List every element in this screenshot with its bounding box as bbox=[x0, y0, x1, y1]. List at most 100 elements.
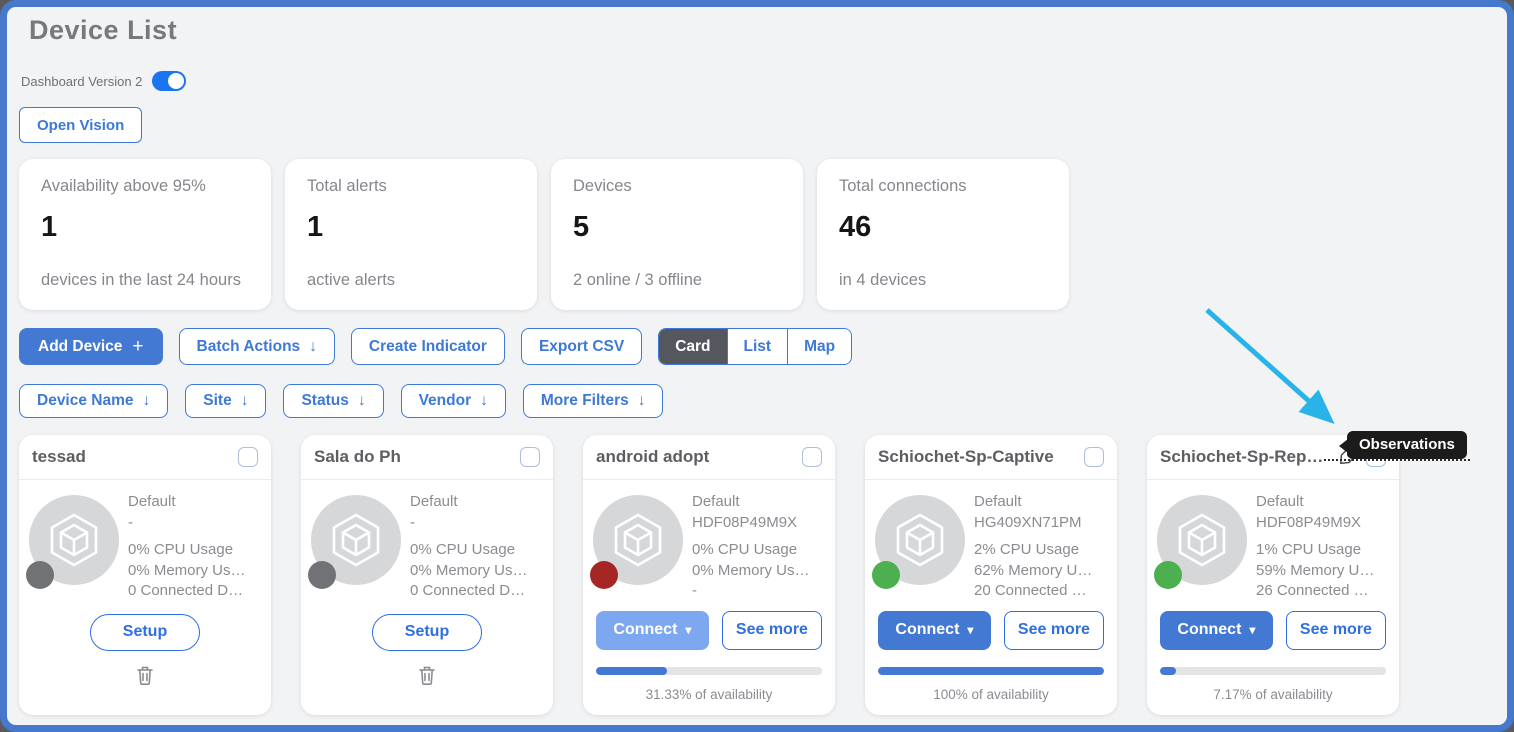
status-dot bbox=[590, 561, 618, 589]
filter-site[interactable]: Site ↓ bbox=[185, 384, 266, 418]
device-name: android adopt bbox=[596, 447, 796, 467]
connect-label: Connect bbox=[895, 621, 959, 639]
stat-value: 1 bbox=[307, 211, 515, 244]
device-card-header: android adopt bbox=[583, 435, 835, 480]
device-actions: Connect ▾ See more bbox=[1147, 611, 1399, 650]
view-tab-card[interactable]: Card bbox=[659, 329, 726, 364]
vendor-logo-icon bbox=[46, 512, 102, 568]
device-checkbox[interactable] bbox=[802, 447, 822, 467]
filter-label: Status bbox=[301, 392, 348, 410]
arrow-down-icon: ↓ bbox=[309, 338, 317, 356]
device-connected: 26 Connected … bbox=[1256, 581, 1374, 602]
availability-progress bbox=[596, 667, 822, 675]
device-card-header: Schiochet-Sp-Captive bbox=[865, 435, 1117, 480]
vendor-logo-icon bbox=[328, 512, 384, 568]
stat-card-total-connections: Total connections 46 in 4 devices bbox=[817, 159, 1069, 310]
plus-icon: + bbox=[132, 336, 143, 358]
see-more-button[interactable]: See more bbox=[1004, 611, 1104, 650]
device-serial: - bbox=[410, 513, 528, 534]
arrow-down-icon: ↓ bbox=[480, 392, 488, 410]
device-cpu: 0% CPU Usage bbox=[692, 540, 810, 561]
annotation-dotted-line bbox=[1324, 459, 1470, 461]
dashboard-version-label: Dashboard Version 2 bbox=[21, 74, 142, 89]
stat-value: 46 bbox=[839, 211, 1047, 244]
availability-progress-fill bbox=[878, 667, 1104, 675]
device-group: Default bbox=[692, 492, 810, 513]
stat-sub: in 4 devices bbox=[839, 271, 1047, 292]
device-card-android-adopt: android adopt Default bbox=[583, 435, 835, 715]
filter-device-name[interactable]: Device Name ↓ bbox=[19, 384, 168, 418]
device-memory: 0% Memory Us… bbox=[692, 561, 810, 582]
device-card-header: Sala do Ph bbox=[301, 435, 553, 480]
device-actions: Connect ▾ See more bbox=[583, 611, 835, 650]
device-cpu: 1% CPU Usage bbox=[1256, 540, 1374, 561]
stat-sub: 2 online / 3 offline bbox=[573, 271, 781, 292]
device-group: Default bbox=[410, 492, 528, 513]
status-dot bbox=[1154, 561, 1182, 589]
view-tab-list[interactable]: List bbox=[727, 329, 788, 364]
batch-actions-button[interactable]: Batch Actions ↓ bbox=[179, 328, 335, 365]
status-dot bbox=[26, 561, 54, 589]
device-checkbox[interactable] bbox=[520, 447, 540, 467]
vendor-logo-icon bbox=[892, 512, 948, 568]
device-card-body: Default - 0% CPU Usage 0% Memory Us… 0 C… bbox=[19, 480, 271, 602]
vendor-logo-icon bbox=[610, 512, 666, 568]
export-csv-button[interactable]: Export CSV bbox=[521, 328, 642, 365]
create-indicator-button[interactable]: Create Indicator bbox=[351, 328, 505, 365]
device-avatar bbox=[875, 495, 965, 585]
stat-card-devices: Devices 5 2 online / 3 offline bbox=[551, 159, 803, 310]
stat-card-total-alerts: Total alerts 1 active alerts bbox=[285, 159, 537, 310]
device-cpu: 0% CPU Usage bbox=[128, 540, 246, 561]
view-tab-map[interactable]: Map bbox=[787, 329, 851, 364]
device-connected: 0 Connected D… bbox=[128, 581, 246, 602]
device-memory: 0% Memory Us… bbox=[128, 561, 246, 582]
connect-label: Connect bbox=[613, 621, 677, 639]
device-avatar bbox=[593, 495, 683, 585]
device-group: Default bbox=[974, 492, 1092, 513]
device-connected: - bbox=[692, 581, 810, 602]
device-serial: - bbox=[128, 513, 246, 534]
device-cpu: 0% CPU Usage bbox=[410, 540, 528, 561]
stat-label: Total connections bbox=[839, 177, 1047, 196]
stat-value: 1 bbox=[41, 211, 249, 244]
connect-button[interactable]: Connect ▾ bbox=[878, 611, 991, 650]
connect-button[interactable]: Connect ▾ bbox=[1160, 611, 1273, 650]
trash-icon bbox=[135, 664, 155, 686]
device-card-tessad: tessad Default bbox=[19, 435, 271, 715]
filter-vendor[interactable]: Vendor ↓ bbox=[401, 384, 506, 418]
filters-row: Device Name ↓ Site ↓ Status ↓ Vendor ↓ M… bbox=[19, 384, 1495, 418]
filter-status[interactable]: Status ↓ bbox=[283, 384, 383, 418]
caret-down-icon: ▾ bbox=[685, 623, 691, 637]
device-checkbox[interactable] bbox=[1084, 447, 1104, 467]
stat-card-availability: Availability above 95% 1 devices in the … bbox=[19, 159, 271, 310]
device-list-page: Device List Dashboard Version 2 Open Vis… bbox=[0, 0, 1514, 732]
add-device-button[interactable]: Add Device + bbox=[19, 328, 163, 365]
device-group: Default bbox=[1256, 492, 1374, 513]
device-card-body: Default HDF08P49M9X 0% CPU Usage 0% Memo… bbox=[583, 480, 835, 602]
see-more-button[interactable]: See more bbox=[1286, 611, 1386, 650]
device-card-header: tessad bbox=[19, 435, 271, 480]
delete-button[interactable] bbox=[417, 664, 437, 686]
connect-button[interactable]: Connect ▾ bbox=[596, 611, 709, 650]
arrow-down-icon: ↓ bbox=[143, 392, 151, 410]
filter-more-filters[interactable]: More Filters ↓ bbox=[523, 384, 664, 418]
device-memory: 59% Memory U… bbox=[1256, 561, 1374, 582]
device-serial: HDF08P49M9X bbox=[692, 513, 810, 534]
open-vision-button[interactable]: Open Vision bbox=[19, 107, 142, 143]
setup-button[interactable]: Setup bbox=[372, 614, 482, 651]
setup-button[interactable]: Setup bbox=[90, 614, 200, 651]
stat-value: 5 bbox=[573, 211, 781, 244]
device-actions: Connect ▾ See more bbox=[865, 611, 1117, 650]
device-name: Sala do Ph bbox=[314, 447, 514, 467]
arrow-down-icon: ↓ bbox=[358, 392, 366, 410]
filter-label: Site bbox=[203, 392, 231, 410]
device-card-schiochet-sp-rep: Schiochet-Sp-Rep… bbox=[1147, 435, 1399, 715]
dashboard-version-toggle[interactable] bbox=[152, 71, 186, 91]
batch-actions-label: Batch Actions bbox=[197, 338, 301, 356]
device-card-body: Default HG409XN71PM 2% CPU Usage 62% Mem… bbox=[865, 480, 1117, 602]
device-card-schiochet-sp-captive: Schiochet-Sp-Captive Defaul bbox=[865, 435, 1117, 715]
stat-sub: active alerts bbox=[307, 271, 515, 292]
device-checkbox[interactable] bbox=[238, 447, 258, 467]
delete-button[interactable] bbox=[135, 664, 155, 686]
see-more-button[interactable]: See more bbox=[722, 611, 822, 650]
